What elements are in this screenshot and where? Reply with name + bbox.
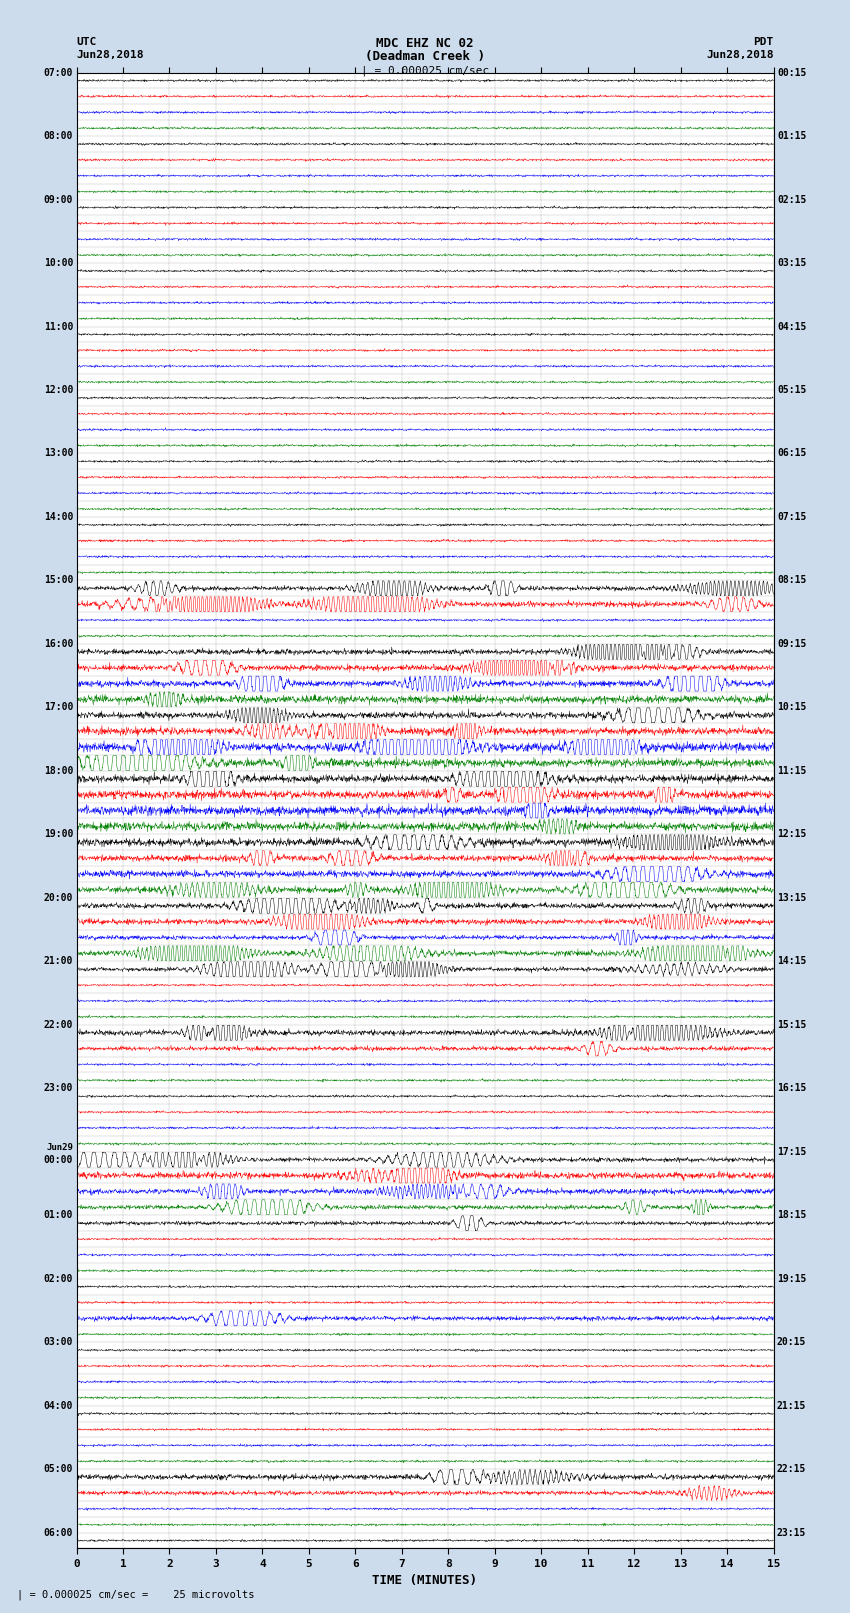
- Text: 10:00: 10:00: [43, 258, 73, 268]
- Text: PDT: PDT: [753, 37, 774, 47]
- Text: 21:00: 21:00: [43, 957, 73, 966]
- Text: 16:15: 16:15: [777, 1084, 807, 1094]
- Text: | = 0.000025 cm/sec =    25 microvolts: | = 0.000025 cm/sec = 25 microvolts: [17, 1589, 254, 1600]
- Text: 09:15: 09:15: [777, 639, 807, 648]
- Text: 02:15: 02:15: [777, 195, 807, 205]
- Text: 07:15: 07:15: [777, 511, 807, 523]
- Text: 03:00: 03:00: [43, 1337, 73, 1347]
- Text: 11:00: 11:00: [43, 321, 73, 332]
- Text: 23:00: 23:00: [43, 1084, 73, 1094]
- Text: 22:00: 22:00: [43, 1019, 73, 1029]
- Text: 05:15: 05:15: [777, 386, 807, 395]
- Text: 09:00: 09:00: [43, 195, 73, 205]
- Text: 05:00: 05:00: [43, 1465, 73, 1474]
- Text: 08:00: 08:00: [43, 131, 73, 140]
- Text: 01:00: 01:00: [43, 1210, 73, 1219]
- Text: 14:15: 14:15: [777, 957, 807, 966]
- Text: 15:00: 15:00: [43, 576, 73, 586]
- Text: 15:15: 15:15: [777, 1019, 807, 1029]
- Text: 01:15: 01:15: [777, 131, 807, 140]
- Text: 18:00: 18:00: [43, 766, 73, 776]
- Text: 21:15: 21:15: [777, 1400, 807, 1411]
- Text: 18:15: 18:15: [777, 1210, 807, 1219]
- Text: 06:15: 06:15: [777, 448, 807, 458]
- Text: 02:00: 02:00: [43, 1274, 73, 1284]
- Text: 11:15: 11:15: [777, 766, 807, 776]
- Text: 19:00: 19:00: [43, 829, 73, 839]
- Text: (Deadman Creek ): (Deadman Creek ): [365, 50, 485, 63]
- Text: Jun28,2018: Jun28,2018: [76, 50, 144, 60]
- Text: 10:15: 10:15: [777, 702, 807, 713]
- Text: 20:15: 20:15: [777, 1337, 807, 1347]
- Text: 16:00: 16:00: [43, 639, 73, 648]
- Text: Jun29: Jun29: [46, 1142, 73, 1152]
- Text: 03:15: 03:15: [777, 258, 807, 268]
- Text: | = 0.000025 cm/sec: | = 0.000025 cm/sec: [361, 65, 489, 76]
- Text: 06:00: 06:00: [43, 1528, 73, 1537]
- Text: 19:15: 19:15: [777, 1274, 807, 1284]
- Text: 08:15: 08:15: [777, 576, 807, 586]
- Text: 12:00: 12:00: [43, 386, 73, 395]
- Text: 17:15: 17:15: [777, 1147, 807, 1157]
- Text: 13:15: 13:15: [777, 894, 807, 903]
- Text: 12:15: 12:15: [777, 829, 807, 839]
- Text: 13:00: 13:00: [43, 448, 73, 458]
- Text: 07:00: 07:00: [43, 68, 73, 77]
- Text: 23:15: 23:15: [777, 1528, 807, 1537]
- Text: 22:15: 22:15: [777, 1465, 807, 1474]
- Text: UTC: UTC: [76, 37, 97, 47]
- Text: 00:15: 00:15: [777, 68, 807, 77]
- Text: MDC EHZ NC 02: MDC EHZ NC 02: [377, 37, 473, 50]
- Text: 20:00: 20:00: [43, 894, 73, 903]
- Text: 04:15: 04:15: [777, 321, 807, 332]
- Text: 00:00: 00:00: [43, 1155, 73, 1165]
- Text: Jun28,2018: Jun28,2018: [706, 50, 774, 60]
- X-axis label: TIME (MINUTES): TIME (MINUTES): [372, 1574, 478, 1587]
- Text: 04:00: 04:00: [43, 1400, 73, 1411]
- Text: 17:00: 17:00: [43, 702, 73, 713]
- Text: 14:00: 14:00: [43, 511, 73, 523]
